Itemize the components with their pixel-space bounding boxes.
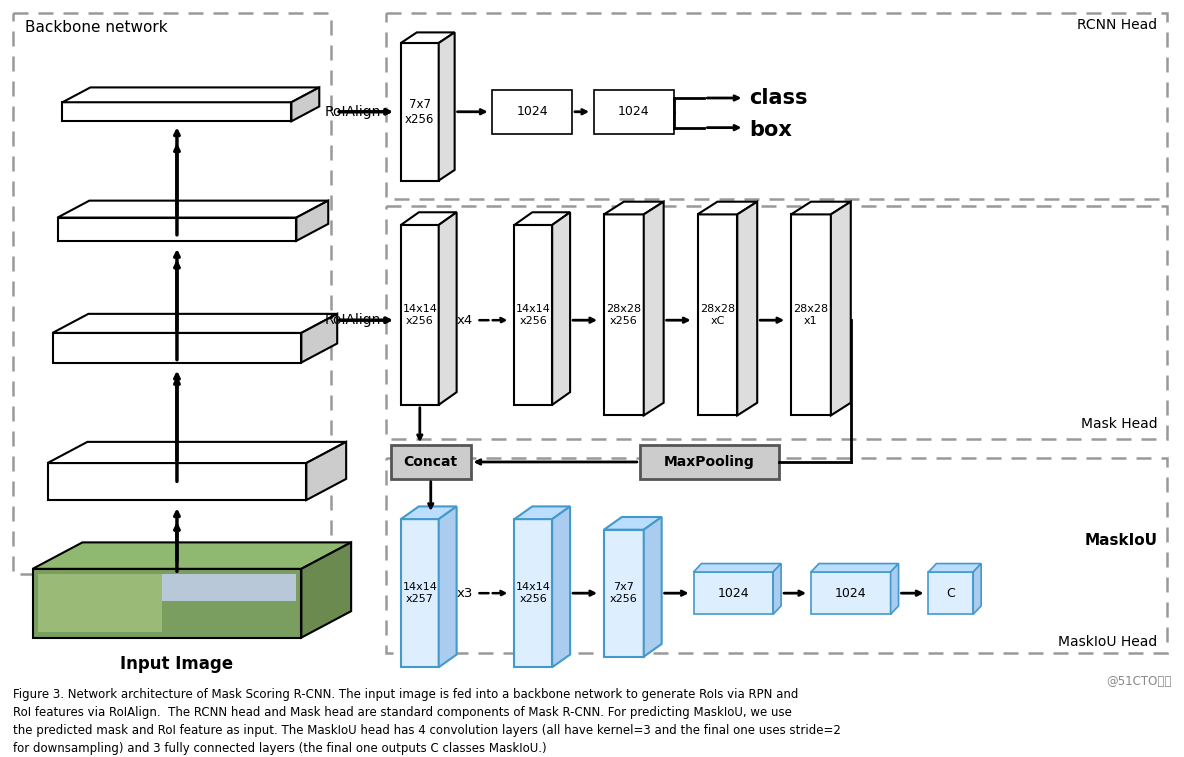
Polygon shape <box>973 563 982 615</box>
Polygon shape <box>928 563 982 572</box>
Text: Concat: Concat <box>404 455 458 469</box>
Text: RoIAlign: RoIAlign <box>324 313 381 327</box>
FancyBboxPatch shape <box>639 445 779 479</box>
Polygon shape <box>773 563 781 615</box>
Polygon shape <box>401 506 457 519</box>
Polygon shape <box>47 442 346 463</box>
Text: MaskIoU: MaskIoU <box>1085 533 1157 548</box>
Polygon shape <box>552 506 571 667</box>
Polygon shape <box>401 212 457 225</box>
Polygon shape <box>162 574 296 600</box>
Polygon shape <box>890 563 899 615</box>
Polygon shape <box>439 33 455 180</box>
Text: 14x14
x257: 14x14 x257 <box>403 582 437 604</box>
FancyBboxPatch shape <box>391 445 470 479</box>
Polygon shape <box>644 517 662 656</box>
Polygon shape <box>493 89 572 134</box>
Polygon shape <box>63 87 320 102</box>
Polygon shape <box>439 212 457 405</box>
Polygon shape <box>291 87 320 121</box>
Polygon shape <box>63 102 291 121</box>
Polygon shape <box>514 519 552 667</box>
Polygon shape <box>33 569 302 637</box>
Polygon shape <box>514 225 552 405</box>
Polygon shape <box>401 33 455 43</box>
Polygon shape <box>791 201 851 214</box>
Polygon shape <box>811 563 899 572</box>
Polygon shape <box>47 463 307 500</box>
Polygon shape <box>401 225 439 405</box>
Text: box: box <box>749 120 792 140</box>
Polygon shape <box>58 217 296 241</box>
Polygon shape <box>604 214 644 416</box>
Polygon shape <box>58 201 328 217</box>
Text: C: C <box>946 587 955 600</box>
Polygon shape <box>697 214 738 416</box>
Polygon shape <box>552 212 571 405</box>
Text: @51CTO博客: @51CTO博客 <box>1106 674 1171 687</box>
Text: 28x28
x256: 28x28 x256 <box>606 304 642 326</box>
Text: class: class <box>749 88 807 108</box>
Polygon shape <box>401 519 439 667</box>
Text: MaskIoU Head: MaskIoU Head <box>1058 635 1157 649</box>
Polygon shape <box>439 506 457 667</box>
Text: 7x7
x256: 7x7 x256 <box>405 98 435 126</box>
Polygon shape <box>831 201 851 416</box>
Text: 1024: 1024 <box>835 587 867 600</box>
Polygon shape <box>514 212 571 225</box>
Polygon shape <box>604 530 644 656</box>
Polygon shape <box>296 201 328 241</box>
Polygon shape <box>928 572 973 615</box>
Text: 1024: 1024 <box>516 105 548 118</box>
Text: RoIAlign: RoIAlign <box>324 104 381 119</box>
Text: RCNN Head: RCNN Head <box>1077 18 1157 33</box>
Polygon shape <box>644 201 664 416</box>
Polygon shape <box>594 89 674 134</box>
Polygon shape <box>401 43 439 180</box>
Text: 14x14
x256: 14x14 x256 <box>516 304 551 326</box>
Text: MaxPooling: MaxPooling <box>664 455 755 469</box>
Polygon shape <box>52 314 337 333</box>
Polygon shape <box>694 572 773 615</box>
Text: Input Image: Input Image <box>121 655 233 673</box>
Polygon shape <box>514 506 571 519</box>
Polygon shape <box>302 542 352 637</box>
Polygon shape <box>307 442 346 500</box>
Polygon shape <box>33 542 352 569</box>
Text: 14x14
x256: 14x14 x256 <box>403 304 437 326</box>
Text: 14x14
x256: 14x14 x256 <box>516 582 551 604</box>
Polygon shape <box>38 574 162 632</box>
Text: Figure 3. Network architecture of Mask Scoring R-CNN. The input image is fed int: Figure 3. Network architecture of Mask S… <box>13 688 841 755</box>
Text: Mask Head: Mask Head <box>1081 417 1157 431</box>
Text: 7x7
x256: 7x7 x256 <box>610 582 638 604</box>
Polygon shape <box>694 563 781 572</box>
Polygon shape <box>52 333 302 363</box>
Polygon shape <box>811 572 890 615</box>
Text: Backbone network: Backbone network <box>25 20 167 36</box>
Polygon shape <box>791 214 831 416</box>
Text: 1024: 1024 <box>618 105 650 118</box>
Polygon shape <box>604 517 662 530</box>
Polygon shape <box>302 314 337 363</box>
Text: 28x28
xC: 28x28 xC <box>700 304 735 326</box>
Polygon shape <box>697 201 758 214</box>
Polygon shape <box>738 201 758 416</box>
Polygon shape <box>604 201 664 214</box>
Text: x4: x4 <box>457 313 472 327</box>
Text: x3: x3 <box>456 587 472 600</box>
Text: 28x28
x1: 28x28 x1 <box>793 304 829 326</box>
Text: 1024: 1024 <box>718 587 749 600</box>
